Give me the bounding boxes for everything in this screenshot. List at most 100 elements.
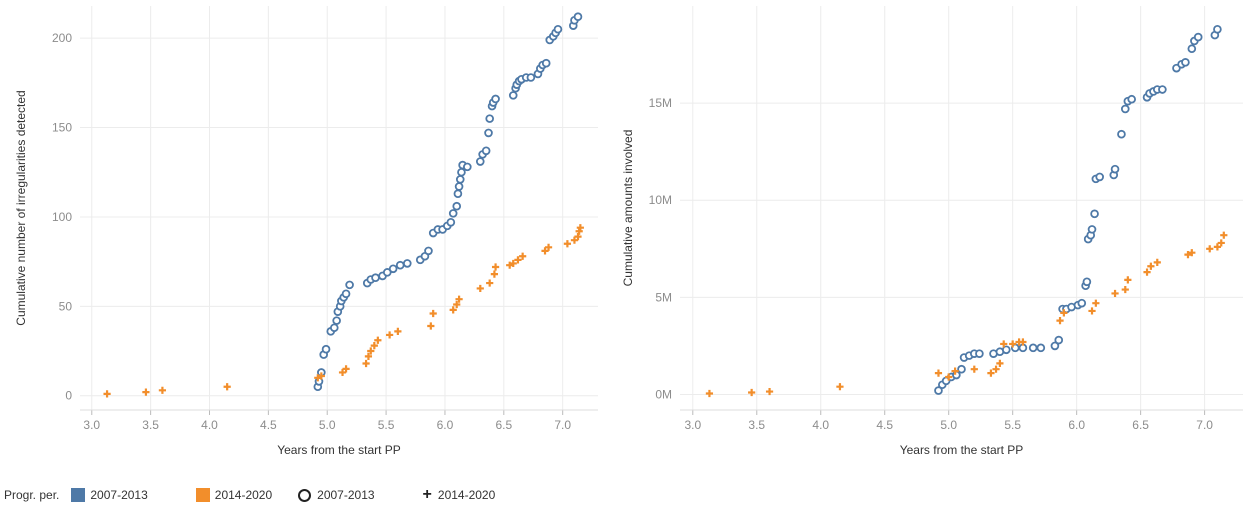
data-point-2014-2020[interactable]	[1153, 258, 1161, 266]
data-point-2014-2020[interactable]	[486, 279, 494, 287]
data-point-2007-2013[interactable]	[957, 364, 966, 374]
data-point-2014-2020[interactable]	[1111, 289, 1119, 298]
data-point-2014-2020[interactable]	[1206, 245, 1214, 253]
data-point-2007-2013[interactable]	[934, 386, 943, 395]
data-point-2007-2013[interactable]	[1120, 104, 1130, 114]
data-point-2014-2020[interactable]	[370, 342, 378, 350]
data-point-2014-2020[interactable]	[541, 247, 549, 255]
data-point-2014-2020[interactable]	[519, 252, 527, 260]
data-point-2007-2013[interactable]	[1001, 345, 1011, 355]
data-point-2014-2020[interactable]	[1088, 307, 1096, 315]
data-point-2014-2020[interactable]	[1188, 249, 1196, 257]
data-point-2014-2020[interactable]	[1121, 285, 1129, 294]
data-point-2014-2020[interactable]	[374, 336, 382, 344]
data-point-2014-2020[interactable]	[342, 365, 350, 373]
legend-item-color-2014[interactable]: 2014-2020	[195, 488, 272, 502]
data-point-2007-2013[interactable]	[1110, 164, 1120, 174]
data-point-2014-2020[interactable]	[453, 300, 461, 309]
data-point-2007-2013[interactable]	[424, 246, 433, 256]
data-point-2007-2013[interactable]	[1193, 32, 1203, 42]
data-point-2014-2020[interactable]	[765, 387, 774, 396]
data-point-2007-2013[interactable]	[332, 316, 341, 325]
data-point-2014-2020[interactable]	[945, 373, 953, 381]
data-point-2007-2013[interactable]	[321, 344, 331, 354]
data-point-2014-2020[interactable]	[570, 236, 579, 244]
data-point-2007-2013[interactable]	[1187, 44, 1197, 54]
data-point-2007-2013[interactable]	[329, 323, 339, 333]
data-point-2007-2013[interactable]	[508, 91, 518, 100]
data-point-2007-2013[interactable]	[341, 289, 351, 299]
data-point-2014-2020[interactable]	[509, 259, 517, 268]
data-point-2014-2020[interactable]	[367, 347, 375, 355]
data-point-2014-2020[interactable]	[158, 386, 167, 394]
data-point-2014-2020[interactable]	[455, 295, 463, 303]
legend-item-color-2007[interactable]: 2007-2013	[71, 488, 148, 502]
data-point-2007-2013[interactable]	[1082, 277, 1092, 287]
data-point-2014-2020[interactable]	[575, 227, 583, 235]
data-point-2014-2020[interactable]	[1000, 340, 1008, 348]
data-point-2014-2020[interactable]	[449, 306, 457, 314]
data-point-2014-2020[interactable]	[394, 327, 402, 335]
data-point-2014-2020[interactable]	[364, 352, 373, 360]
data-point-2014-2020[interactable]	[934, 369, 943, 377]
data-point-2007-2013[interactable]	[526, 73, 536, 82]
data-point-2014-2020[interactable]	[1019, 338, 1027, 346]
data-point-2007-2013[interactable]	[481, 146, 491, 156]
data-point-2007-2013[interactable]	[402, 259, 412, 268]
data-point-2007-2013[interactable]	[457, 167, 466, 177]
data-point-2007-2013[interactable]	[485, 114, 494, 123]
data-point-2014-2020[interactable]	[514, 256, 522, 264]
data-point-2014-2020[interactable]	[992, 365, 1000, 373]
data-point-2014-2020[interactable]	[1092, 299, 1100, 307]
data-point-2014-2020[interactable]	[427, 322, 435, 330]
data-point-2014-2020[interactable]	[490, 270, 498, 278]
data-point-2014-2020[interactable]	[576, 224, 584, 232]
data-point-2007-2013[interactable]	[452, 201, 462, 211]
data-point-2007-2013[interactable]	[448, 209, 458, 218]
data-point-2007-2013[interactable]	[455, 175, 465, 184]
data-point-2007-2013[interactable]	[454, 182, 464, 191]
data-point-2014-2020[interactable]	[836, 383, 844, 391]
data-point-2014-2020[interactable]	[574, 233, 582, 241]
data-point-2007-2013[interactable]	[382, 268, 392, 277]
data-point-2007-2013[interactable]	[541, 58, 551, 68]
data-point-2007-2013[interactable]	[1181, 58, 1190, 67]
data-point-2014-2020[interactable]	[142, 388, 150, 396]
data-point-2014-2020[interactable]	[1217, 239, 1225, 247]
data-point-2007-2013[interactable]	[453, 189, 463, 198]
data-point-2014-2020[interactable]	[563, 240, 571, 248]
data-point-2014-2020[interactable]	[1147, 262, 1155, 270]
legend-item-shape-circle[interactable]: 2007-2013	[298, 488, 375, 502]
data-point-2014-2020[interactable]	[491, 263, 500, 271]
data-point-2007-2013[interactable]	[553, 24, 563, 34]
data-point-2007-2013[interactable]	[975, 349, 984, 358]
data-point-2014-2020[interactable]	[705, 389, 714, 398]
data-point-2007-2013[interactable]	[573, 12, 583, 22]
data-point-2014-2020[interactable]	[1056, 317, 1064, 325]
data-point-2007-2013[interactable]	[475, 157, 485, 166]
data-point-2007-2013[interactable]	[1077, 298, 1087, 308]
data-point-2014-2020[interactable]	[951, 367, 959, 375]
data-point-2007-2013[interactable]	[1054, 335, 1064, 345]
data-point-2007-2013[interactable]	[1095, 172, 1104, 182]
data-point-2014-2020[interactable]	[429, 309, 437, 318]
data-point-2014-2020[interactable]	[317, 372, 325, 380]
data-point-2014-2020[interactable]	[1220, 231, 1228, 239]
data-point-2007-2013[interactable]	[952, 370, 961, 380]
data-point-2007-2013[interactable]	[345, 280, 354, 290]
data-point-2014-2020[interactable]	[1143, 268, 1151, 276]
data-point-2014-2020[interactable]	[1009, 340, 1017, 348]
data-point-2007-2013[interactable]	[1028, 343, 1038, 353]
data-point-2014-2020[interactable]	[748, 388, 756, 397]
data-point-2007-2013[interactable]	[446, 218, 456, 227]
data-point-2007-2013[interactable]	[1087, 225, 1097, 234]
data-point-2014-2020[interactable]	[987, 369, 995, 377]
data-point-2014-2020[interactable]	[970, 365, 978, 373]
data-point-2014-2020[interactable]	[1124, 276, 1132, 284]
data-point-2014-2020[interactable]	[544, 243, 553, 251]
data-point-2007-2013[interactable]	[371, 273, 380, 283]
data-point-2014-2020[interactable]	[1213, 243, 1222, 251]
data-point-2007-2013[interactable]	[1050, 341, 1060, 351]
data-point-2007-2013[interactable]	[1117, 129, 1126, 139]
data-point-2007-2013[interactable]	[484, 128, 493, 138]
